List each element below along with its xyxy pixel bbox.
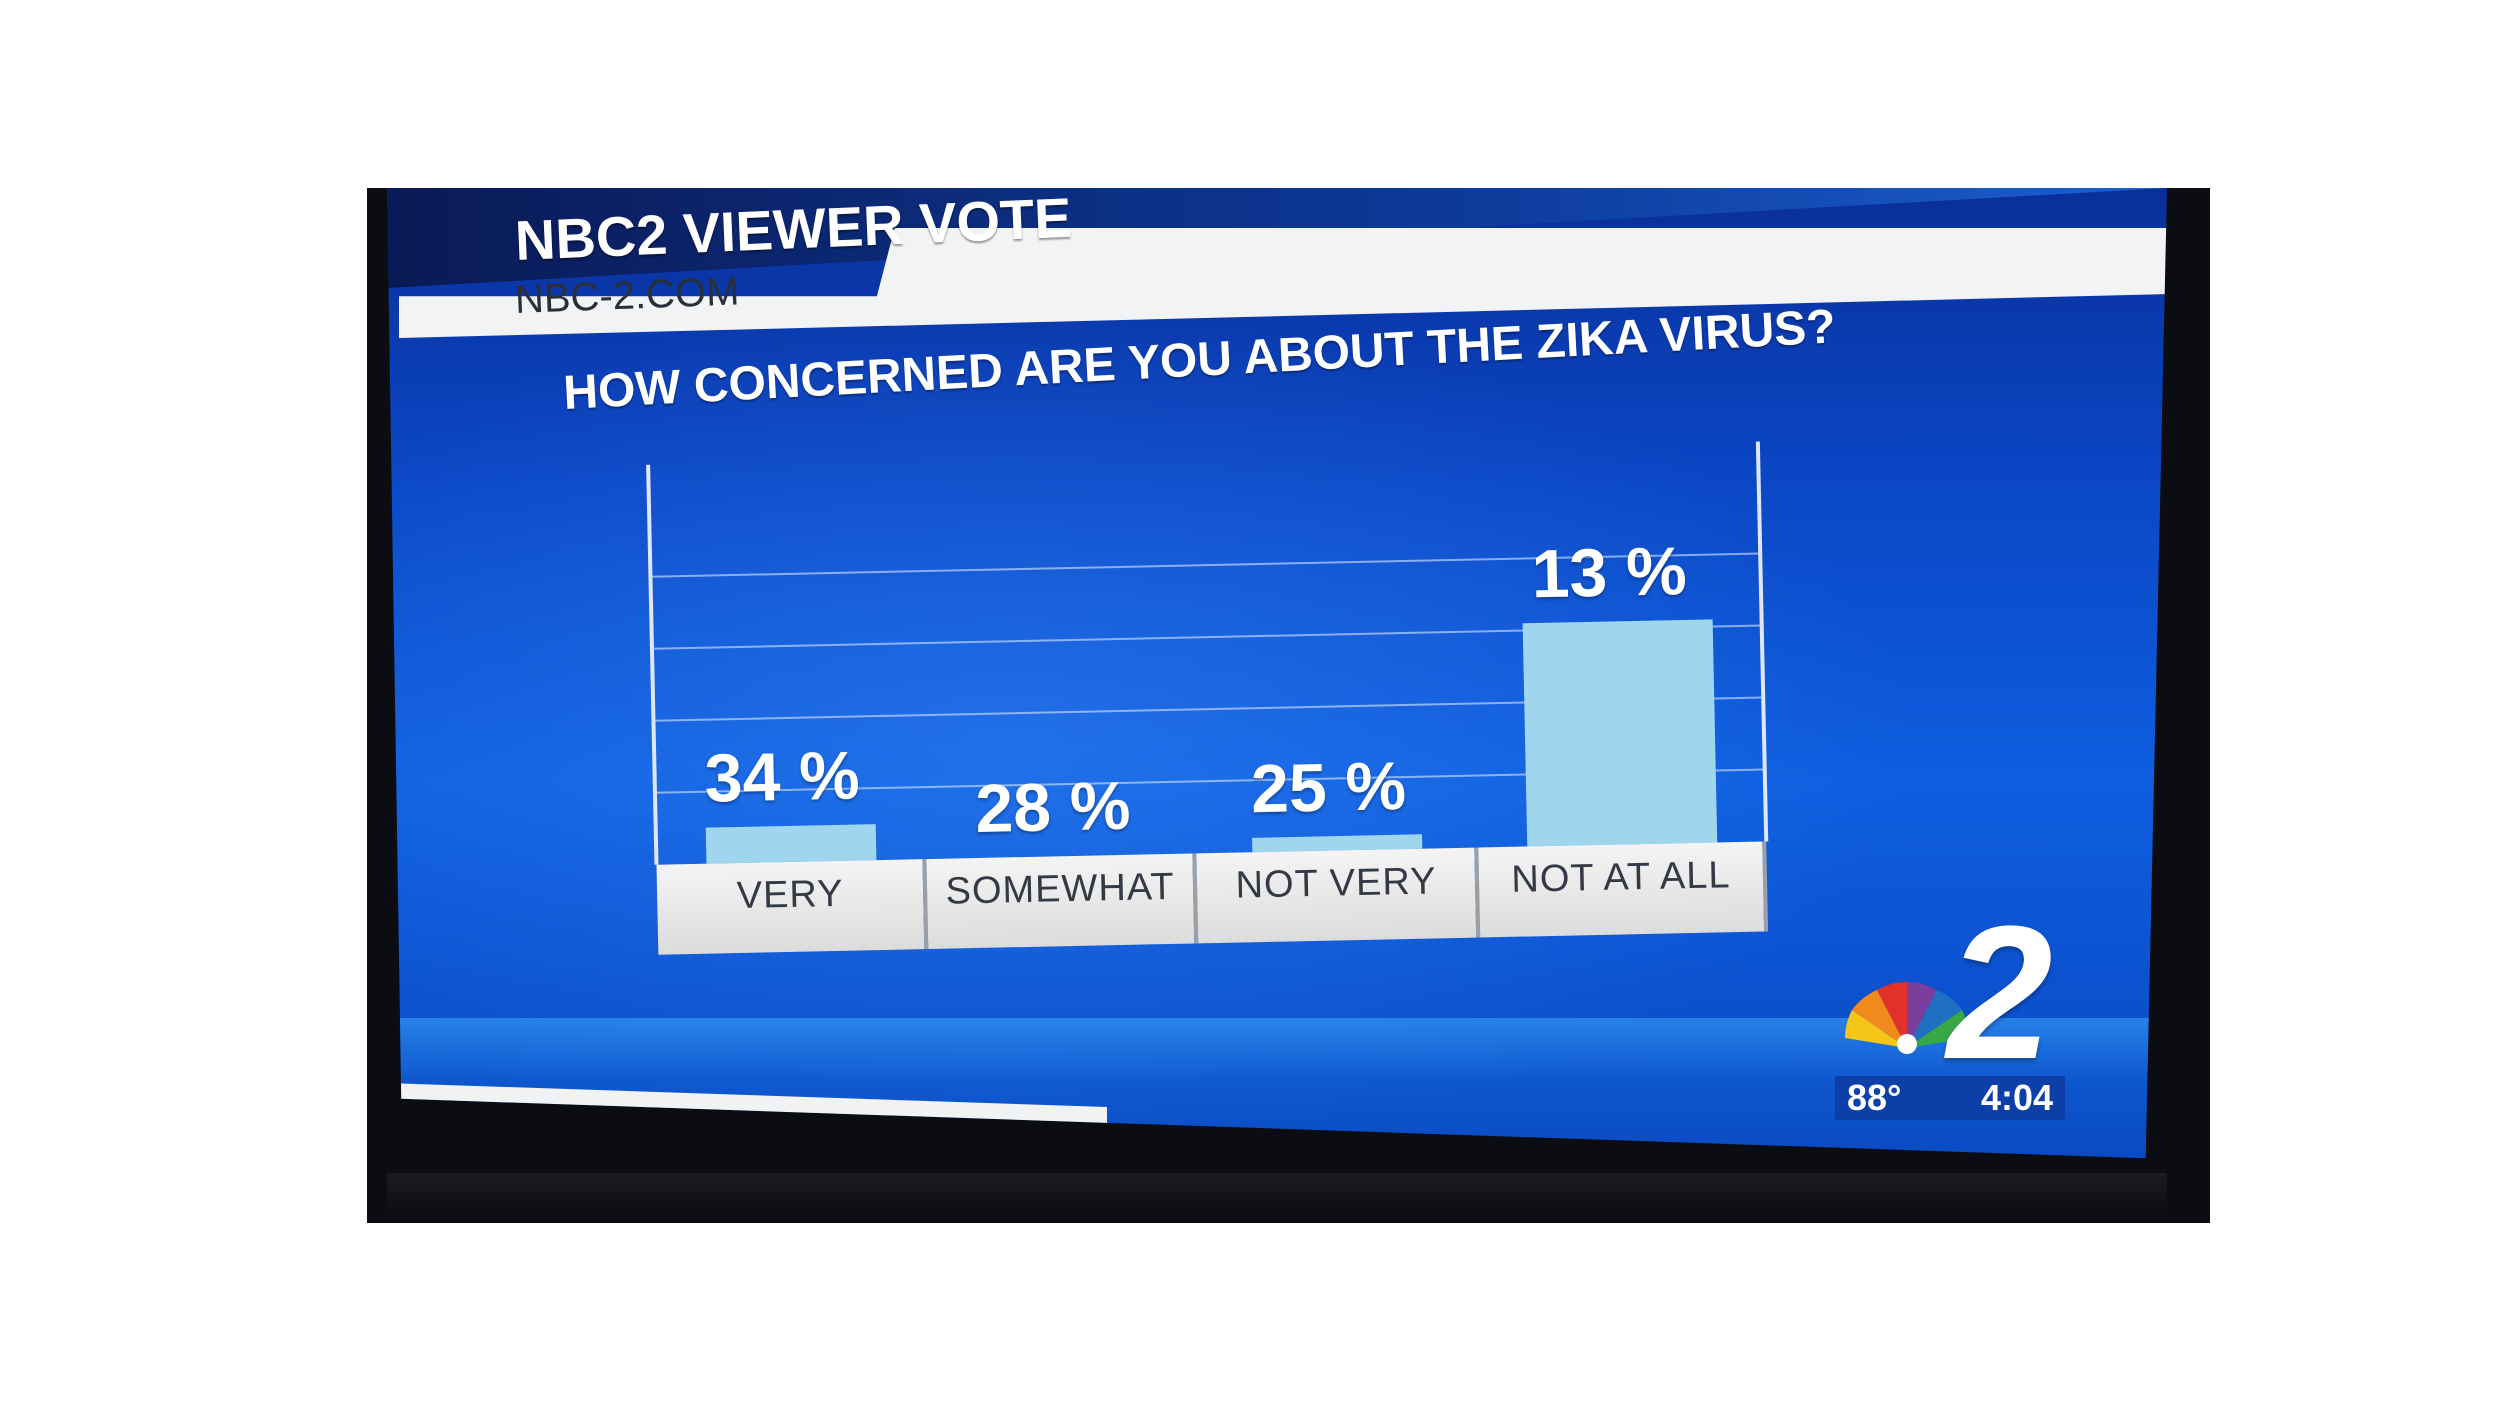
peacock-logo: [1845, 982, 1969, 1054]
clock-time: 4:04: [1980, 1077, 2053, 1118]
temperature: 88°: [1847, 1077, 1902, 1118]
axis-left: [646, 464, 659, 865]
bar-very: [705, 824, 877, 864]
broadcast-screen: NBC2 VIEWER VOTE NBC-2.COM HOW CONCERNED…: [387, 188, 2167, 1159]
gridline-4: [650, 552, 1761, 578]
category-label: NOT AT ALL: [1478, 841, 1769, 938]
value-label: 28 %: [974, 767, 1132, 848]
value-label: 34 %: [703, 737, 861, 817]
value-label: 25 %: [1250, 747, 1407, 827]
channel-number: 2: [1947, 887, 2053, 1099]
bar-chart: VERY SOMEWHAT NOT VERY NOT AT ALL 34 % 28 % 2…: [387, 188, 2167, 1158]
bar-not-very: [1252, 834, 1423, 853]
value-label: 13 %: [1530, 532, 1688, 613]
tv-bezel-bottom: [387, 1173, 2167, 1223]
bar-not-at-all: [1522, 619, 1718, 847]
category-label: VERY: [656, 859, 929, 955]
category-label: SOMEWHAT: [926, 853, 1199, 950]
chart-svg: [646, 441, 1769, 865]
tv-frame: NBC2 VIEWER VOTE NBC-2.COM HOW CONCERNED…: [367, 188, 2210, 1223]
category-label: NOT VERY: [1196, 847, 1481, 944]
status-ticker: 88° 4:04: [1835, 1076, 2065, 1120]
axis-right: [1755, 441, 1769, 842]
